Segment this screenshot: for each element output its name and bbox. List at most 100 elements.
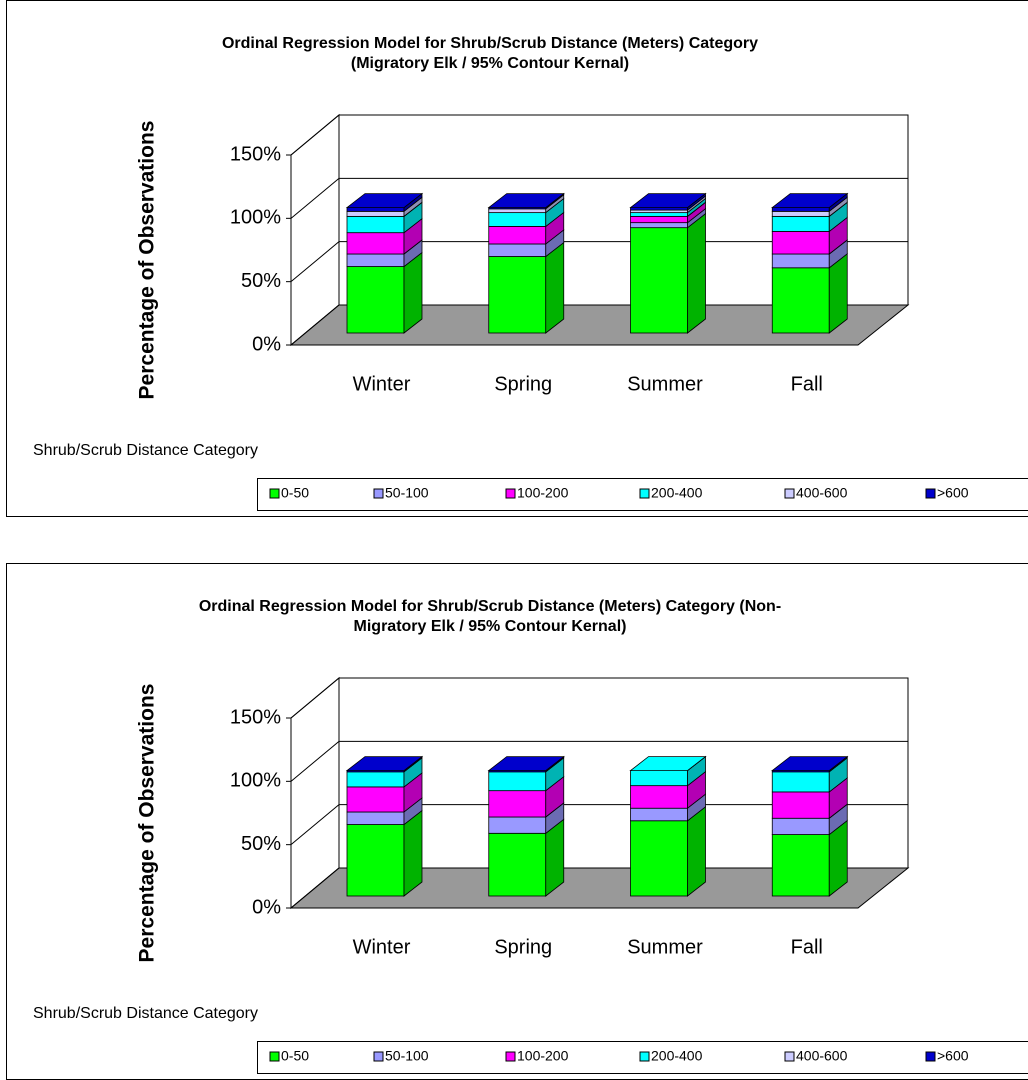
chart-title: Migratory Elk / 95% Contour Kernal) — [354, 618, 627, 635]
bar-segment — [488, 790, 547, 818]
x-tick-label: Summer — [627, 373, 703, 395]
bar-segment — [771, 817, 830, 835]
bar-segment — [771, 834, 830, 897]
y-tick-label: 150% — [230, 143, 281, 165]
bar-side — [545, 241, 565, 334]
bar-segment — [346, 786, 405, 813]
legend-label: 200-400 — [651, 1048, 703, 1064]
bar-segment — [346, 811, 405, 825]
legend-label: 100-200 — [517, 1048, 569, 1064]
bar-segment — [488, 243, 547, 257]
chart-title: Ordinal Regression Model for Shrub/Scrub… — [222, 35, 758, 52]
bar-segment — [488, 208, 547, 214]
legend-label: >600 — [937, 1048, 969, 1064]
bar-segment — [771, 771, 830, 793]
bar-segment — [488, 226, 547, 245]
grid-line — [290, 304, 908, 346]
bar-top — [771, 756, 849, 772]
bar-segment — [630, 227, 688, 334]
chart: Ordinal Regression Model for Shrub/Scrub… — [6, 563, 1028, 1080]
bar-segment — [630, 785, 688, 809]
bar-side — [403, 809, 423, 897]
y-axis-label: Percentage of Observations — [136, 121, 159, 400]
bar-segment — [346, 215, 405, 234]
bar-side — [687, 212, 706, 334]
bar-segment — [630, 820, 688, 897]
grid-line — [290, 867, 908, 909]
x-tick-label: Winter — [353, 373, 411, 395]
legend-label: 50-100 — [385, 485, 429, 501]
bar-segment — [346, 771, 405, 788]
bar-segment — [630, 807, 688, 822]
legend-label: 0-50 — [281, 485, 309, 501]
bar-top — [487, 193, 565, 209]
bar-segment — [488, 816, 547, 834]
bar-top — [487, 756, 565, 772]
legend-swatch — [925, 488, 936, 499]
bar-segment — [488, 256, 547, 334]
x-tick-label: Fall — [791, 373, 823, 395]
chart: Ordinal Regression Model for Shrub/Scrub… — [6, 0, 1028, 517]
grid-line — [290, 677, 908, 719]
x-tick-label: Fall — [791, 936, 823, 958]
bar-top — [771, 193, 849, 209]
bar-segment — [346, 232, 405, 255]
x-tick-label: Spring — [494, 373, 552, 395]
legend-swatch — [639, 488, 650, 499]
legend-swatch — [269, 488, 280, 499]
bar-top — [629, 193, 707, 209]
legend-title: Shrub/Scrub Distance Category — [33, 442, 258, 459]
y-tick-label: 50% — [241, 270, 281, 292]
bar-segment — [346, 824, 405, 897]
bar-segment — [630, 222, 688, 229]
bar-segment — [771, 215, 830, 232]
bar-segment — [346, 253, 405, 267]
chart-title: (Migratory Elk / 95% Contour Kernal) — [351, 55, 629, 72]
legend-label: 400-600 — [796, 485, 848, 501]
y-tick-label: 100% — [230, 207, 281, 229]
legend-swatch — [784, 488, 795, 499]
y-tick-label: 0% — [252, 896, 281, 918]
bar-top — [629, 756, 707, 772]
legend-swatch — [373, 488, 384, 499]
legend-label: 100-200 — [517, 485, 569, 501]
bar-segment — [771, 231, 830, 255]
bar-side — [687, 805, 706, 897]
grid-line — [290, 177, 908, 219]
legend-title: Shrub/Scrub Distance Category — [33, 1005, 258, 1022]
grid-line — [290, 241, 908, 283]
legend-label: 400-600 — [796, 1048, 848, 1064]
legend-swatch — [505, 1051, 516, 1062]
legend-swatch — [373, 1051, 384, 1062]
y-tick-label: 150% — [230, 706, 281, 728]
x-tick-label: Spring — [494, 936, 552, 958]
bar-top — [345, 756, 424, 772]
bar-segment — [771, 210, 830, 217]
grid-line — [290, 804, 908, 846]
y-tick-label: 50% — [241, 833, 281, 855]
grid-line — [290, 740, 908, 782]
chart-frame — [6, 0, 1028, 517]
bar-top — [345, 193, 424, 209]
bar-segment — [346, 266, 405, 334]
legend-label: >600 — [937, 485, 969, 501]
grid-line — [290, 114, 908, 156]
bar-segment — [771, 267, 830, 334]
y-tick-label: 100% — [230, 770, 281, 792]
bar-segment — [346, 207, 405, 212]
legend-swatch — [784, 1051, 795, 1062]
bar-segment — [630, 770, 688, 787]
legend-swatch — [639, 1051, 650, 1062]
bar-segment — [488, 212, 547, 227]
legend-swatch — [925, 1051, 936, 1062]
legend-label: 0-50 — [281, 1048, 309, 1064]
x-tick-label: Summer — [627, 936, 703, 958]
bar-segment — [771, 253, 830, 269]
y-axis-label: Percentage of Observations — [136, 684, 159, 963]
legend-label: 50-100 — [385, 1048, 429, 1064]
bar-segment — [346, 210, 405, 217]
chart-title: Ordinal Regression Model for Shrub/Scrub… — [199, 598, 781, 615]
legend-swatch — [505, 488, 516, 499]
bar-segment — [630, 215, 688, 224]
